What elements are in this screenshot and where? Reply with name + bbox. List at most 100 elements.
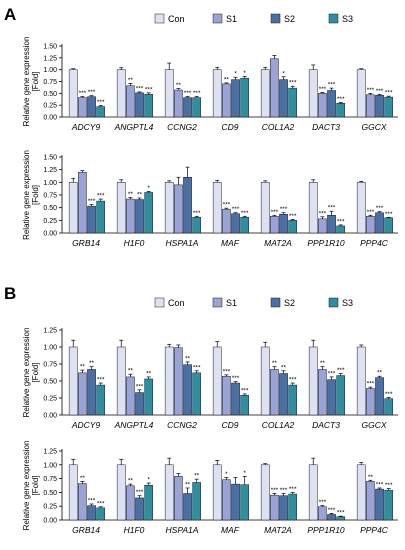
bar	[192, 217, 202, 234]
bar	[78, 171, 87, 234]
bar	[87, 96, 96, 118]
y-tick-label: 0.25	[43, 218, 57, 225]
bar	[327, 379, 336, 416]
bar	[174, 184, 183, 234]
bar	[135, 497, 144, 521]
chart-1: 0.00 0.25 0.50 0.75 1.00 1.25 1.50 Relative gen…	[22, 13, 398, 132]
y-tick-label: 1.25	[43, 449, 57, 456]
significance-label: *	[243, 70, 246, 77]
y-tick-label: 1.50	[43, 155, 57, 162]
bar	[327, 90, 336, 118]
bar	[144, 378, 154, 416]
y-tick-label: 0.25	[43, 103, 57, 110]
bar	[279, 214, 288, 234]
significance-label: ***	[328, 370, 336, 377]
significance-label: ***	[376, 481, 384, 488]
legend-swatch	[212, 297, 223, 308]
bar	[222, 479, 231, 521]
bar	[356, 69, 366, 118]
y-tick-label: 0.75	[43, 79, 57, 86]
category-label: CD9	[221, 420, 238, 430]
bar	[318, 369, 327, 416]
bar	[240, 484, 250, 521]
bar	[164, 346, 174, 416]
category-label: CD9	[221, 122, 238, 132]
bar	[384, 217, 394, 234]
y-tick-label: 1.00	[43, 462, 57, 469]
significance-label: ***	[289, 213, 297, 220]
y-tick-label: 0.75	[43, 193, 57, 200]
bar	[174, 89, 183, 118]
significance-label: *	[147, 477, 150, 484]
bar	[240, 395, 250, 416]
chart-2: 0.00 0.25 0.50 0.75 1.00 1.25 1.50 Relative gen…	[22, 150, 398, 248]
category-label: PPP4C	[360, 525, 389, 535]
legend-swatch	[270, 297, 281, 308]
bar	[318, 218, 327, 234]
legend-label: Con	[168, 14, 185, 24]
y-tick-label: 0.75	[43, 476, 57, 483]
significance-label: ***	[289, 377, 297, 384]
bar	[144, 94, 154, 118]
legend-swatch	[328, 297, 339, 308]
legend-swatch	[212, 13, 223, 24]
category-label: MAF	[221, 238, 240, 248]
legend-label: S3	[342, 14, 353, 24]
significance-label: ***	[328, 507, 336, 514]
bar	[260, 69, 270, 118]
category-label: GGCX	[361, 420, 386, 430]
bar	[231, 382, 240, 416]
y-tick-label: 0.25	[43, 396, 57, 403]
category-label: MAF	[221, 525, 240, 535]
bar	[336, 225, 346, 234]
significance-label: ***	[319, 86, 327, 93]
bar	[366, 216, 375, 234]
significance-label: ***	[241, 387, 249, 394]
significance-label: ***	[367, 87, 375, 94]
bar	[279, 79, 288, 118]
category-label: CCNG2	[167, 122, 197, 132]
significance-label: *	[147, 185, 150, 192]
significance-label: **	[80, 364, 86, 371]
significance-label: **	[89, 360, 95, 367]
significance-label: ***	[88, 497, 96, 504]
bar	[375, 212, 384, 234]
bar	[288, 87, 298, 118]
category-label: HSPA1A	[166, 238, 199, 248]
legend-label: S2	[284, 298, 295, 308]
significance-label: **	[368, 474, 374, 481]
bar	[270, 58, 279, 118]
significance-label: ***	[385, 391, 393, 398]
significance-label: ***	[319, 499, 327, 506]
bar	[222, 375, 231, 416]
y-axis-label-unit: [Fold]	[31, 475, 40, 495]
significance-label: ***	[367, 209, 375, 216]
bar	[327, 514, 336, 521]
significance-label: ***	[97, 377, 105, 384]
legend-swatch	[154, 13, 165, 24]
significance-label: **	[185, 481, 191, 488]
bar	[192, 372, 202, 416]
bar	[192, 97, 202, 118]
bar	[336, 375, 346, 416]
significance-label: ***	[145, 86, 153, 93]
bar	[336, 516, 346, 521]
legend-label: S2	[284, 14, 295, 24]
category-label: PPP4C	[360, 238, 389, 248]
bar	[68, 346, 78, 416]
legend-swatch	[154, 297, 165, 308]
bar	[126, 485, 135, 521]
significance-label: ***	[376, 88, 384, 95]
legend-label: S1	[226, 298, 237, 308]
bar	[212, 464, 222, 521]
category-label: DACT3	[312, 420, 340, 430]
bar	[222, 83, 231, 118]
bar	[126, 85, 135, 118]
legend-label: S3	[342, 298, 353, 308]
bar	[384, 489, 394, 521]
significance-label: ***	[97, 500, 105, 507]
y-tick-label: 0.00	[43, 518, 57, 525]
bar	[327, 215, 336, 234]
significance-label: ***	[193, 364, 201, 371]
bar	[336, 103, 346, 118]
